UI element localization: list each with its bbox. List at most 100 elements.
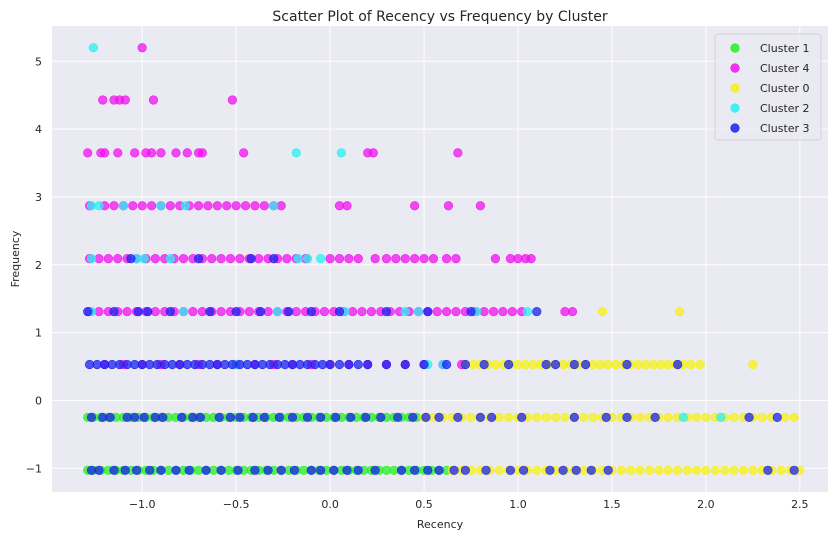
data-point [130,148,140,158]
data-point [231,306,241,317]
data-point [413,306,423,317]
data-point [222,201,232,211]
data-point [344,254,354,264]
data-point [488,306,499,317]
data-point [729,412,739,422]
data-point [588,412,598,422]
data-point [400,306,410,317]
x-tick-label: 2.5 [791,498,809,511]
data-point [334,306,345,317]
data-point [550,412,561,422]
data-point [105,412,115,422]
data-point [287,412,298,422]
y-tick-label: 5 [35,55,42,68]
data-point [130,412,140,422]
data-point [475,412,485,422]
x-tick-label: −0.5 [223,498,250,511]
data-point [146,148,157,158]
data-point [203,201,213,211]
y-tick-label: 4 [35,123,42,136]
data-point [216,306,226,317]
data-point [423,306,433,317]
data-point [579,412,589,422]
x-axis-label: Recency [417,518,464,531]
data-point [763,465,773,475]
data-point [184,465,194,475]
data-point [212,201,222,211]
data-point [316,465,326,475]
data-point [205,306,215,317]
data-point [137,43,147,53]
data-point [451,306,461,317]
data-point [122,306,132,317]
data-point [336,148,346,158]
data-point [410,201,420,211]
data-point [503,359,514,370]
data-point [361,412,371,422]
data-point [451,254,461,264]
data-point [532,412,542,422]
data-point [94,201,104,211]
data-point [569,412,579,422]
data-point [789,465,799,475]
data-point [83,306,93,317]
data-point [622,359,632,370]
data-point [663,465,673,475]
data-point [139,412,149,422]
data-point [197,148,207,158]
data-point [550,359,561,370]
data-point [368,148,378,158]
data-point [419,359,429,370]
series-cluster-3 [83,254,799,475]
x-tick-label: 1.5 [603,498,621,511]
data-point [673,359,683,370]
data-point [244,306,254,317]
data-point [259,201,269,211]
data-point [376,412,386,422]
data-point [410,465,420,475]
data-point [353,254,363,264]
data-point [269,201,279,211]
data-point [269,254,279,264]
data-point [622,412,632,422]
data-point [293,254,303,264]
data-point [441,359,452,370]
legend-label: Cluster 4 [760,62,810,75]
legend: Cluster 1 Cluster 4 Cluster 0 Cluster 2 Clus… [714,33,822,141]
data-point [729,465,739,475]
x-tick-label: 0.0 [321,498,339,511]
data-point [532,465,542,475]
data-point [678,412,688,422]
data-point [466,412,476,422]
data-point [481,465,491,475]
data-point [586,465,596,475]
data-point [158,412,168,422]
data-point [316,412,326,422]
data-point [113,254,123,264]
data-point [748,465,758,475]
data-point [545,465,555,475]
data-point [145,465,155,475]
data-point [346,412,356,422]
legend-marker [730,103,740,113]
data-point [710,465,720,475]
x-tick-label: 2.0 [697,498,715,511]
data-point [757,412,767,422]
data-point [118,201,128,211]
data-point [686,359,696,370]
data-point [201,465,211,475]
data-point [227,95,237,105]
series-cluster-2 [86,43,726,422]
data-point [460,359,470,370]
data-point [98,95,108,105]
data-point [663,412,673,422]
data-point [156,465,166,475]
data-point [644,465,655,475]
data-point [635,412,645,422]
y-tick-label: 3 [35,191,42,204]
data-point [408,412,418,422]
data-point [432,306,442,317]
data-point [171,465,181,475]
y-tick-label: −1 [26,462,42,475]
